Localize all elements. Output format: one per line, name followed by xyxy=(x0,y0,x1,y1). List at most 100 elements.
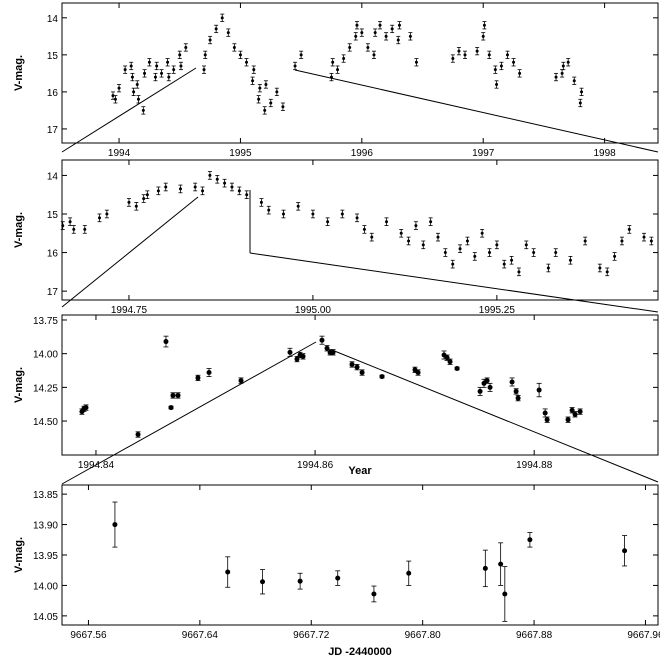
point xyxy=(260,579,266,585)
y-tick-label: 15 xyxy=(47,51,59,62)
y-tick-label: 14 xyxy=(47,171,59,182)
point xyxy=(390,27,394,31)
point xyxy=(421,243,425,247)
point xyxy=(565,417,571,423)
point xyxy=(142,197,146,201)
point xyxy=(72,227,76,231)
point xyxy=(129,64,133,68)
point xyxy=(147,60,151,64)
point xyxy=(498,561,504,567)
y-tick-label: 14.05 xyxy=(33,612,58,623)
zoom-line xyxy=(331,349,659,483)
point xyxy=(370,235,374,239)
point xyxy=(371,591,377,597)
point xyxy=(384,220,388,224)
point xyxy=(505,53,509,57)
point xyxy=(113,97,117,101)
point xyxy=(281,105,285,109)
point xyxy=(566,60,570,64)
point xyxy=(238,378,244,384)
point xyxy=(226,31,230,35)
point xyxy=(193,185,197,189)
x-tick-label: 9667.64 xyxy=(182,630,219,641)
point xyxy=(481,34,485,38)
point xyxy=(132,90,136,94)
point xyxy=(379,374,385,380)
point xyxy=(354,34,358,38)
x-axis-label: JD -2440000 xyxy=(328,646,392,658)
point xyxy=(201,189,205,193)
point xyxy=(451,262,455,266)
point xyxy=(293,64,297,68)
zoom-lines xyxy=(61,67,659,485)
point xyxy=(348,45,352,49)
point xyxy=(127,200,131,204)
point xyxy=(622,548,628,554)
y-tick-label: 13.90 xyxy=(33,521,58,532)
point xyxy=(331,60,335,64)
point xyxy=(542,410,548,416)
point xyxy=(572,411,578,417)
point xyxy=(237,189,241,193)
y-tick-label: 14.25 xyxy=(33,383,58,394)
point xyxy=(544,417,550,423)
x-tick-label: 9667.88 xyxy=(516,630,553,641)
point xyxy=(83,227,87,231)
point xyxy=(167,75,171,79)
y-axis-label: V-mag. xyxy=(13,367,25,403)
x-tick-label: 9667.56 xyxy=(70,630,107,641)
point xyxy=(300,353,306,359)
point xyxy=(143,71,147,75)
y-tick-label: 14.00 xyxy=(33,350,58,361)
point xyxy=(568,258,572,262)
point xyxy=(287,349,293,355)
point xyxy=(168,405,174,411)
point xyxy=(513,388,519,394)
point xyxy=(252,68,256,72)
point xyxy=(366,45,370,49)
point xyxy=(245,193,249,197)
x-tick-label: 1994 xyxy=(108,148,131,159)
point xyxy=(170,392,176,398)
y-tick-label: 16 xyxy=(47,249,59,260)
point xyxy=(130,75,134,79)
x-tick-label: 1997 xyxy=(472,148,495,159)
y-axis-label: V-mag. xyxy=(13,212,25,248)
y-tick-label: 13.95 xyxy=(33,551,58,562)
point xyxy=(493,68,497,72)
point xyxy=(414,224,418,228)
point xyxy=(166,60,170,64)
point xyxy=(465,239,469,243)
point xyxy=(83,405,89,411)
point xyxy=(436,235,440,239)
point xyxy=(605,270,609,274)
point xyxy=(264,82,268,86)
point xyxy=(583,239,587,243)
y-tick-label: 14.50 xyxy=(33,417,58,428)
point xyxy=(378,23,382,27)
point xyxy=(257,97,261,101)
point xyxy=(627,227,631,231)
zoom-line xyxy=(61,341,317,485)
point xyxy=(384,34,388,38)
point xyxy=(484,378,490,384)
point xyxy=(330,349,336,355)
point xyxy=(524,243,528,247)
point xyxy=(179,64,183,68)
y-tick-label: 17 xyxy=(47,125,59,136)
point xyxy=(145,193,149,197)
point xyxy=(532,251,536,255)
y-tick-label: 13.75 xyxy=(33,316,58,327)
point xyxy=(444,355,450,361)
point xyxy=(447,359,453,365)
point xyxy=(319,337,325,343)
point xyxy=(510,258,514,262)
point xyxy=(238,53,242,57)
point xyxy=(613,254,617,258)
point xyxy=(554,75,558,79)
point xyxy=(202,68,206,72)
zoom-line xyxy=(294,69,659,153)
point xyxy=(362,227,366,231)
point xyxy=(527,537,533,543)
